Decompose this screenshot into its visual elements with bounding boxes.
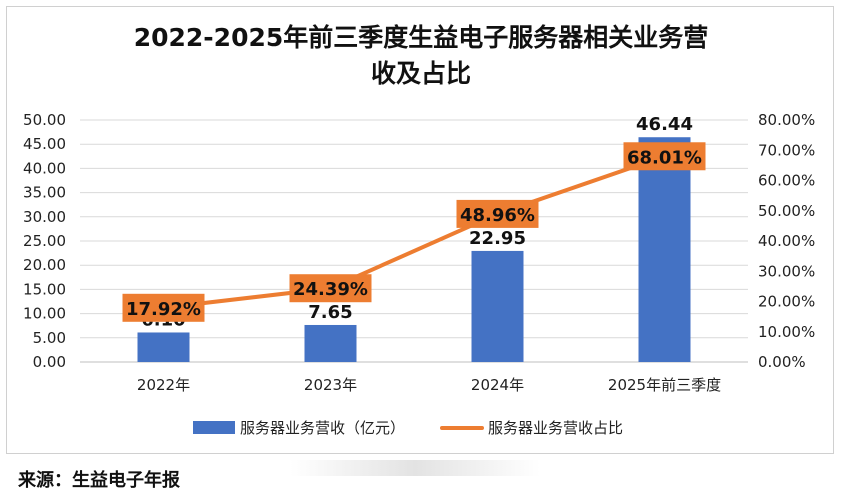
line-label-box <box>623 142 706 171</box>
y-left-tick-label: 25.00 <box>23 232 66 250</box>
line-label-box <box>289 274 372 303</box>
line-value-label: 48.96% <box>460 205 535 226</box>
x-tick-label: 2023年 <box>304 376 357 394</box>
line-series <box>161 153 667 311</box>
x-tick-label: 2022年 <box>137 376 190 394</box>
y-left-tick-label: 10.00 <box>23 305 66 323</box>
line-path <box>161 154 667 310</box>
y-right-tick-label: 60.00% <box>758 172 815 190</box>
y-left-tick-label: 5.00 <box>33 329 66 347</box>
y-right-tick-label: 0.00% <box>758 353 806 371</box>
x-tick-label: 2025年前三季度 <box>608 376 721 394</box>
y-right-tick-label: 30.00% <box>758 262 815 280</box>
bar-value-label: 46.44 <box>636 114 693 135</box>
chart-frame <box>6 6 834 454</box>
line-value-label: 24.39% <box>293 279 368 300</box>
bar <box>638 137 691 362</box>
y-right-tick-label: 40.00% <box>758 232 815 250</box>
axes: 0.00 5.00 10.00 15.00 20.00 25.00 30.00 35.00 40… <box>23 111 815 394</box>
y-left-tick-label: 15.00 <box>23 280 66 298</box>
y-right-tick-label: 50.00% <box>758 202 815 220</box>
y-right-tick-label: 70.00% <box>758 141 815 159</box>
chart-title-line-2: 收及占比 <box>370 59 471 88</box>
legend-bar-label: 服务器业务营收（亿元） <box>240 419 405 437</box>
y-left-tick-label: 35.00 <box>23 184 66 202</box>
bar-value-label: 22.95 <box>469 228 526 249</box>
y-left-tick-label: 40.00 <box>23 159 66 177</box>
line-label-box <box>122 293 205 322</box>
line-value-label: 17.92% <box>126 299 201 320</box>
legend-line-label: 服务器业务营收占比 <box>488 419 623 437</box>
y-right-tick-label: 80.00% <box>758 111 815 129</box>
y-right-tick-label: 20.00% <box>758 293 815 311</box>
bar <box>304 324 357 362</box>
bar <box>137 332 190 362</box>
y-left-tick-label: 0.00 <box>33 353 66 371</box>
watermark-strip <box>290 460 540 476</box>
line-label-box <box>456 199 539 228</box>
chart-title-line-1: 2022-2025年前三季度生益电子服务器相关业务营 <box>133 23 709 52</box>
data-labels: 6.107.6522.9546.4417.92%24.39%48.96%68.0… <box>122 114 706 330</box>
y-left-tick-label: 45.00 <box>23 135 66 153</box>
x-tick-label: 2024年 <box>471 376 524 394</box>
bar-series <box>137 137 691 362</box>
y-right-tick-label: 10.00% <box>758 323 815 341</box>
bar <box>471 250 524 362</box>
bar-value-label: 7.65 <box>308 302 352 323</box>
y-left-tick-label: 30.00 <box>23 208 66 226</box>
source-note: 来源：生益电子年报 <box>18 470 180 491</box>
chart-title: 2022-2025年前三季度生益电子服务器相关业务营 收及占比 <box>0 20 842 92</box>
y-left-tick-label: 20.00 <box>23 256 66 274</box>
line-value-label: 68.01% <box>627 147 702 168</box>
legend: 服务器业务营收（亿元） 服务器业务营收占比 <box>193 419 623 437</box>
legend-bar-swatch <box>193 421 235 434</box>
y-left-tick-label: 50.00 <box>23 111 66 129</box>
